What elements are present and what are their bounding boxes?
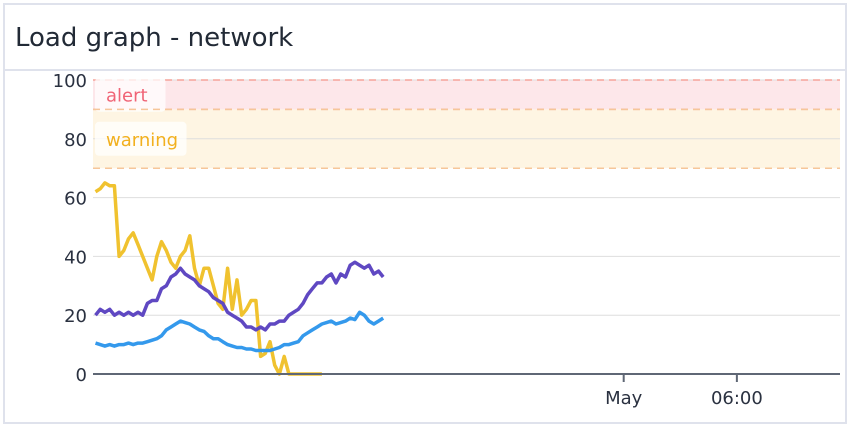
x-tick-label: May: [605, 388, 643, 409]
y-tick-label: 60: [64, 189, 87, 210]
threshold-label-alert: alert: [106, 86, 148, 107]
panel-header: Load graph - network: [5, 5, 845, 71]
threshold-label-bg: [95, 121, 187, 156]
series-line-3: [94, 310, 385, 353]
threshold-label-bg: [95, 77, 166, 112]
y-tick-label: 20: [64, 306, 87, 327]
series-line-2: [94, 260, 385, 332]
y-tick-label: 100: [53, 71, 87, 92]
panel-title: Load graph - network: [15, 23, 294, 53]
x-tick-label: 06:00: [711, 388, 763, 409]
threshold-label-warning: warning: [106, 130, 178, 151]
series-line-1: [94, 181, 322, 376]
load-graph-panel: Load graph - network: [3, 3, 847, 424]
y-tick-label: 40: [64, 247, 87, 268]
threshold-band-alert: [93, 80, 840, 110]
y-tick-label: 80: [64, 130, 87, 151]
y-tick-label: 0: [76, 365, 87, 386]
